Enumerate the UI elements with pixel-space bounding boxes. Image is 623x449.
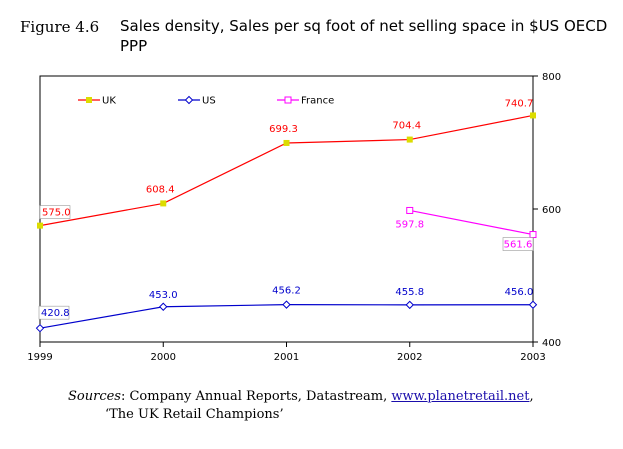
data-point-uk: [406, 136, 413, 143]
x-tick-label: 1999: [27, 352, 52, 363]
data-point-france: [406, 206, 414, 214]
legend-marker-uk: [86, 97, 92, 103]
data-label-uk: 608.4: [146, 184, 175, 195]
x-tick-label: 2000: [151, 352, 176, 363]
data-label-uk: 704.4: [392, 121, 421, 132]
line-chart: 400 600 800 1999 2000 2001 2002 2003 575.0 608.4 6…: [27, 72, 561, 363]
data-label-uk: 575.0: [42, 208, 71, 219]
data-point-us: [35, 323, 45, 333]
source-lead: Sources: [68, 389, 121, 404]
legend-label-france: France: [301, 96, 334, 107]
x-tick-label: 2003: [520, 352, 545, 363]
x-tick-label: 2002: [397, 352, 422, 363]
data-point-us: [282, 300, 291, 309]
data-label-france: 597.8: [395, 219, 424, 230]
data-point-uk: [160, 200, 167, 207]
y-tick-label: 400: [542, 338, 561, 349]
data-point-us: [405, 300, 414, 310]
figure-label: Figure 4.6: [20, 18, 100, 36]
data-label-us: 456.2: [272, 286, 301, 297]
data-label-us: 420.8: [41, 308, 70, 319]
data-label-uk: 699.3: [269, 124, 298, 135]
data-label-box: [39, 205, 71, 219]
data-point-us: [528, 300, 538, 309]
data-point-uk: [283, 139, 290, 146]
data-label-us: 455.8: [395, 287, 424, 298]
data-point-france: [529, 231, 537, 239]
source-line2: ‘The UK Retail Champions’: [105, 407, 284, 422]
source-note: Sources: Company Annual Reports, Datastr…: [68, 388, 534, 424]
legend-label-uk: UK: [102, 96, 116, 107]
legend-label-us: US: [202, 96, 216, 107]
data-label-box: [38, 305, 70, 320]
y-tick-label: 600: [542, 205, 561, 216]
source-text-after: ,: [529, 389, 534, 404]
data-label-us: 453.0: [149, 290, 178, 301]
data-point-uk: [530, 112, 536, 119]
data-label-us: 456.0: [505, 287, 534, 298]
data-label-france: 561.6: [504, 240, 533, 251]
source-link[interactable]: www.planetretail.net: [391, 389, 530, 404]
legend-marker-france: [284, 96, 292, 104]
source-text: : Company Annual Reports, Datastream,: [120, 389, 392, 404]
y-tick-label: 800: [542, 72, 561, 83]
data-label-box: [502, 237, 534, 251]
legend-marker-us: [184, 95, 194, 105]
data-point-us: [159, 302, 168, 311]
figure-title: Sales density, Sales per sq foot of net …: [120, 17, 608, 55]
series-line-france: [409, 209, 534, 236]
data-point-uk: [37, 222, 43, 229]
data-label-uk: 740.7: [505, 98, 534, 109]
x-tick-label: 2001: [274, 352, 299, 363]
